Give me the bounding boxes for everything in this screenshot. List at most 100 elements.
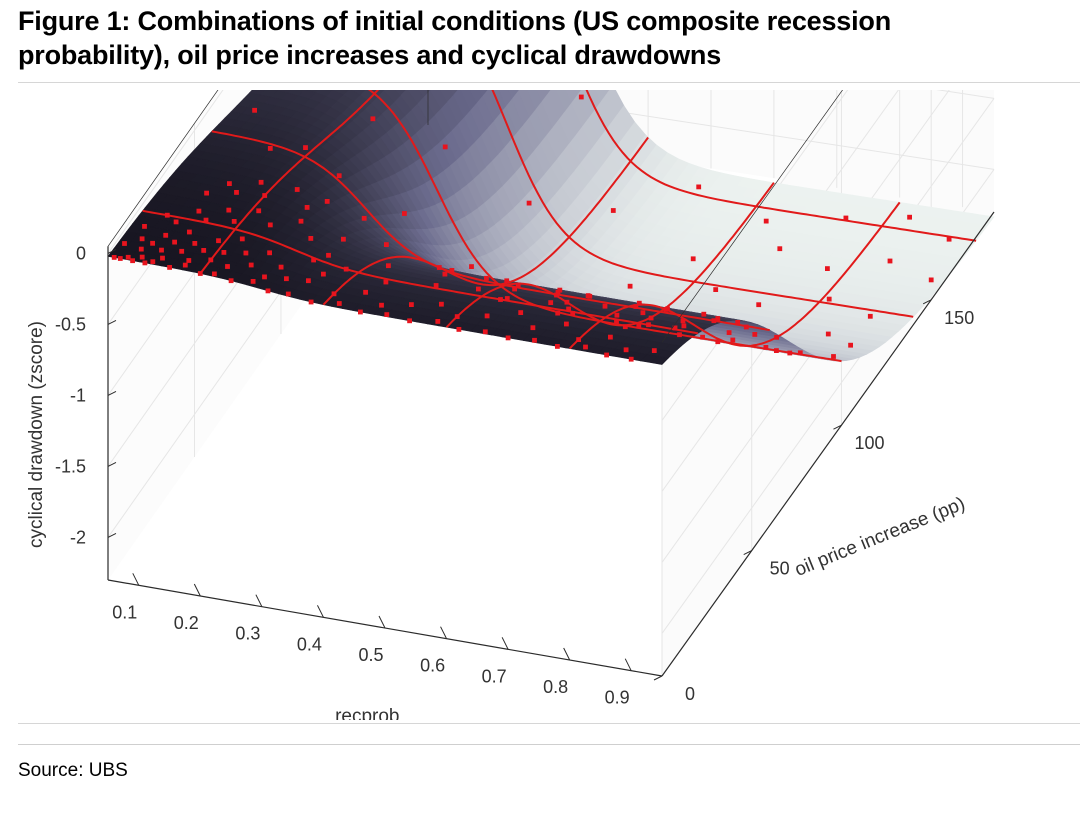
scatter-point	[197, 271, 203, 276]
surface-facet	[449, 90, 459, 97]
scatter-point	[797, 350, 803, 356]
scatter-point	[172, 239, 177, 245]
scatter-point	[227, 181, 232, 186]
scatter-point	[250, 279, 256, 284]
scatter-point	[715, 339, 721, 345]
scatter-point	[454, 314, 460, 319]
scatter-point	[756, 302, 762, 308]
scatter-point	[173, 219, 179, 225]
scatter-point	[252, 107, 257, 113]
scatter-point	[142, 224, 147, 229]
x-tick	[501, 637, 509, 650]
scatter-point	[700, 334, 705, 340]
x-tick-label: 0.9	[605, 688, 630, 708]
figure-title-line-2: probability), oil price increases and cy…	[18, 40, 722, 70]
figure-title: Figure 1: Combinations of initial condit…	[18, 4, 1058, 72]
x-tick-label: 0.6	[420, 656, 445, 676]
scatter-point	[182, 262, 188, 268]
scatter-point	[504, 278, 510, 284]
x-tick	[378, 615, 386, 629]
scatter-point	[774, 348, 779, 353]
x-tick-label: 0.3	[235, 624, 260, 644]
scatter-point	[167, 265, 172, 270]
gridline-z-left-0	[107, 90, 224, 254]
scatter-point	[239, 236, 245, 242]
scatter-point	[570, 311, 576, 316]
x-tick	[316, 605, 324, 618]
x-tick	[624, 658, 632, 671]
scatter-point	[243, 250, 249, 256]
y-tick-label: 0	[685, 684, 695, 704]
scatter-point	[267, 250, 272, 256]
z-axis-label: cyclical drawdown (zscore)	[26, 321, 47, 548]
scatter-point	[633, 304, 639, 309]
scatter-point	[111, 255, 117, 260]
scatter-point	[139, 236, 145, 242]
surface-contour-lines	[142, 90, 977, 363]
x-tick-label: 0.2	[174, 613, 199, 633]
scatter-point	[361, 215, 367, 221]
scatter-point	[848, 342, 853, 348]
scatter-point	[341, 236, 346, 242]
scatter-point	[221, 250, 227, 255]
scatter-point	[604, 352, 609, 358]
scatter-point	[636, 300, 642, 306]
scatter-point	[142, 260, 148, 266]
scatter-point	[843, 215, 849, 221]
y-axis-line	[661, 211, 995, 677]
y-tick	[653, 675, 663, 681]
x-tick	[255, 594, 263, 607]
z-tick-label: 0	[76, 243, 86, 263]
scatter-point	[526, 200, 532, 206]
scatter-point	[627, 283, 633, 289]
surface-facet	[574, 90, 582, 97]
scatter-point	[326, 252, 331, 258]
scatter-point	[248, 262, 254, 268]
scatter-point	[125, 254, 131, 260]
scatter-point	[614, 312, 620, 318]
scatter-point	[646, 322, 651, 328]
scatter-point	[234, 190, 239, 195]
y-axis-label: oil price increase (pp)	[792, 493, 968, 581]
x-tick-label: 0.5	[358, 645, 383, 665]
scatter-point	[763, 218, 769, 224]
frame-top-left	[107, 90, 219, 247]
scatter-point	[208, 257, 214, 263]
scatter-point	[532, 337, 537, 343]
surface-plot: 0.1 0.2 0.3 0.4 0.5 0.6 0.7 0.8 0.9 0 50 100 150 0 -0.…	[26, 90, 995, 720]
scatter-point	[196, 208, 202, 214]
scatter-point	[482, 329, 488, 335]
x-tick-label: 0.8	[543, 677, 568, 697]
plot-bottom-divider	[18, 723, 1080, 724]
scatter-point	[640, 310, 646, 316]
scatter-point	[715, 316, 721, 321]
scatter-point	[358, 309, 363, 315]
scatter-point	[386, 263, 391, 269]
scatter-point	[336, 173, 342, 179]
scatter-point	[256, 208, 262, 214]
scatter-point	[763, 345, 769, 350]
scatter-point	[831, 354, 836, 359]
scatter-point	[304, 205, 310, 210]
scatter-point	[384, 242, 389, 247]
z-tick-label: -1.5	[55, 456, 86, 476]
scatter-point	[622, 324, 628, 330]
scatter-point	[258, 179, 264, 185]
scatter-point	[484, 313, 490, 319]
scatter-point	[130, 258, 135, 264]
figure-title-line-1: Figure 1: Combinations of initial condit…	[18, 6, 891, 36]
x-axis-label: recprob	[335, 706, 399, 720]
scatter-point	[585, 293, 591, 298]
scatter-point	[946, 236, 952, 242]
scatter-point	[262, 193, 268, 198]
source-divider	[18, 744, 1080, 745]
scatter-point	[578, 94, 584, 100]
scatter-point	[383, 279, 389, 285]
scatter-point	[267, 146, 273, 151]
contour-recprob-1	[322, 136, 649, 306]
scatter-point	[583, 344, 588, 350]
scatter-point	[623, 347, 629, 353]
scatter-point	[436, 265, 442, 270]
scatter-point	[331, 291, 337, 297]
scatter-point	[343, 266, 349, 272]
